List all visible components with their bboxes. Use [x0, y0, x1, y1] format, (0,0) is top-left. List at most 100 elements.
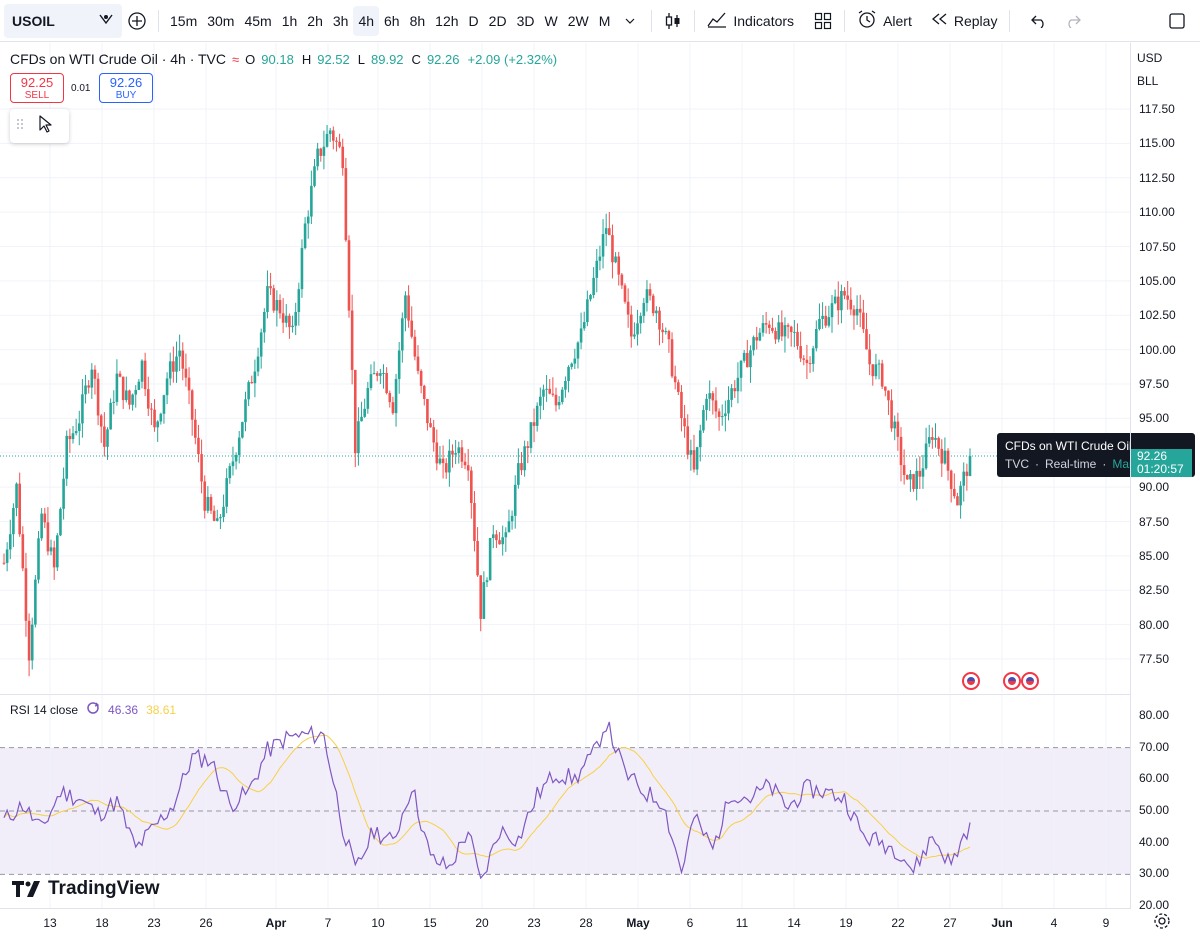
tradingview-logo-icon	[12, 881, 40, 897]
candle-body	[363, 408, 366, 417]
unit-selector[interactable]: BLL	[1137, 74, 1159, 88]
candle-body	[347, 240, 351, 311]
candle-body	[560, 389, 564, 403]
interval-6h[interactable]: 6h	[384, 12, 400, 29]
candle-body	[604, 228, 608, 235]
candle-body	[266, 286, 269, 312]
candle-body	[197, 437, 200, 455]
interval-30m[interactable]: 30m	[207, 12, 235, 29]
interval-2w[interactable]: 2W	[567, 12, 589, 29]
candle-body	[818, 318, 821, 330]
symbol-menu-icon[interactable]	[98, 12, 114, 29]
undo-icon[interactable]	[1024, 6, 1054, 36]
candle-body	[573, 358, 577, 364]
interval-12h[interactable]: 12h	[435, 12, 459, 29]
interval-3d[interactable]: 3D	[516, 12, 535, 29]
interval-m[interactable]: M	[598, 12, 611, 29]
candle-body	[18, 483, 21, 535]
candle-body	[629, 314, 633, 337]
toolbar-divider	[694, 9, 696, 32]
candle-body	[222, 506, 225, 518]
candle-body	[275, 300, 279, 311]
candle-body	[62, 478, 65, 509]
redo-icon[interactable]	[1058, 6, 1088, 36]
candle-body	[724, 413, 727, 417]
replay-button[interactable]: Replay	[924, 6, 1004, 36]
us-flag-event-icon[interactable]	[1021, 672, 1039, 690]
candle-body	[915, 470, 918, 489]
candle-style-icon[interactable]	[658, 6, 688, 36]
bar-countdown: 01:20:57	[1137, 462, 1184, 476]
candle-body	[570, 363, 573, 367]
interval-15m[interactable]: 15m	[170, 12, 198, 29]
candle-body	[689, 450, 693, 455]
interval-8h[interactable]: 8h	[409, 12, 426, 29]
candle-body	[391, 402, 395, 414]
fullscreen-icon[interactable]	[1162, 6, 1192, 36]
candle-body	[397, 350, 401, 380]
candle-body	[626, 301, 630, 315]
candle-body	[310, 185, 313, 217]
candle-body	[168, 361, 172, 379]
indicators-button[interactable]: Indicators	[701, 6, 800, 36]
interval-4h[interactable]: 4h	[353, 5, 380, 36]
interval-d[interactable]: D	[468, 12, 479, 29]
candle-body	[636, 323, 639, 335]
interval-3h[interactable]: 3h	[332, 12, 349, 29]
candle-body	[611, 235, 614, 263]
candle-body	[664, 331, 668, 333]
interval-w[interactable]: W	[544, 12, 558, 29]
rsi-pane[interactable]: RSI 14 close 46.36 38.61 TradingView	[0, 694, 1130, 909]
candle-body	[37, 538, 40, 580]
refresh-icon[interactable]	[86, 701, 100, 718]
chart-legend: CFDs on WTI Crude Oil · 4h · TVC ≈ O 90.1…	[10, 51, 559, 67]
candle-body	[890, 400, 893, 429]
time-axis-label: 14	[787, 916, 801, 930]
candle-body	[46, 522, 50, 552]
candle-body	[68, 435, 72, 440]
tooltip-dot: ·	[1102, 457, 1107, 471]
rsi-scale-label: 20.00	[1139, 898, 1170, 912]
candle-body	[247, 382, 250, 400]
layouts-icon[interactable]	[808, 6, 838, 36]
candle-body	[542, 389, 545, 397]
alert-button[interactable]: Alert	[851, 6, 918, 36]
candle-body	[244, 399, 247, 423]
candle-body	[344, 168, 348, 241]
candle-body	[614, 256, 617, 263]
candle-body	[965, 471, 969, 476]
candle-body	[353, 369, 357, 454]
us-flag-event-icon[interactable]	[962, 672, 980, 690]
cursor-arrow-icon[interactable]	[38, 114, 52, 138]
candle-body	[159, 413, 163, 422]
us-flag-event-icon[interactable]	[1003, 672, 1021, 690]
sell-button[interactable]: 92.25 SELL	[10, 73, 64, 103]
candle-body	[548, 388, 552, 394]
interval-1h[interactable]: 1h	[281, 12, 298, 29]
candle-body	[686, 426, 690, 455]
candle-body	[764, 323, 768, 325]
buy-price: 92.26	[109, 74, 143, 90]
currency-selector[interactable]: USD	[1137, 51, 1163, 65]
candle-body	[884, 386, 887, 391]
interval-dropdown-icon[interactable]	[615, 6, 645, 36]
rsi-ma-value: 38.61	[146, 702, 177, 717]
add-symbol-icon[interactable]	[122, 6, 152, 36]
indicators-label: Indicators	[733, 12, 795, 29]
buy-button[interactable]: 92.26 BUY	[99, 73, 153, 103]
interval-2d[interactable]: 2D	[488, 12, 507, 29]
chart-settings-gear-icon[interactable]	[1153, 912, 1171, 930]
price-scale[interactable]: USD BLL 117.50 115.00 112.50 110.00 107.50 10…	[1130, 43, 1200, 912]
candle-body	[937, 437, 940, 449]
time-axis[interactable]: 13 18 23 26 Apr 7 10 15 20 23 28 May 6 11 14 19 22 27 Jun 4…	[0, 908, 1130, 941]
price-chart-pane[interactable]: CFDs on WTI Crude Oil · 4h · TVC ≈ O 90.1…	[0, 43, 1195, 693]
interval-45m[interactable]: 45m	[244, 12, 272, 29]
interval-2h[interactable]: 2h	[307, 12, 323, 29]
candle-body	[934, 437, 937, 440]
candle-body	[551, 393, 555, 395]
candle-body	[52, 547, 56, 568]
symbol-search[interactable]: USOIL	[4, 3, 122, 38]
price-scale-label: 107.50	[1139, 239, 1176, 254]
candle-body	[617, 256, 621, 275]
drag-handle-icon[interactable]	[16, 117, 24, 136]
